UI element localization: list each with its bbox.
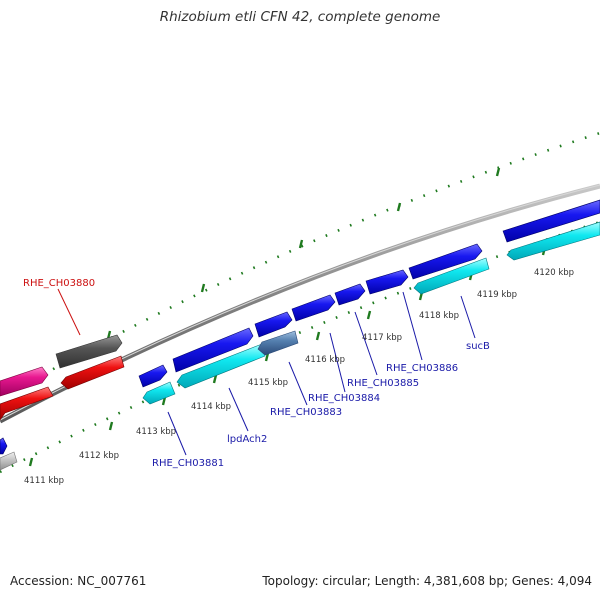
- gene-magenta[interactable]: [0, 366, 49, 397]
- gene-label[interactable]: RHE_CH03885: [347, 378, 419, 389]
- accession-label: Accession: NC_007761: [10, 574, 147, 588]
- kbp-label: 4118 kbp: [419, 311, 459, 321]
- genome-title: Rhizobium etli CFN 42, complete genome: [159, 9, 441, 25]
- gene-label[interactable]: lpdAch2: [227, 434, 267, 445]
- gene-label[interactable]: RHE_CH03883: [270, 407, 342, 418]
- gene-red-RHE_CH03880[interactable]: [60, 355, 125, 390]
- gene-red-left[interactable]: [0, 386, 54, 421]
- kbp-label: 4115 kbp: [248, 378, 288, 388]
- reverse-genes: [0, 221, 600, 471]
- inner-major-ticks: [28, 246, 547, 467]
- gene-label[interactable]: RHE_CH03880: [23, 278, 95, 289]
- gene-forward-8[interactable]: [502, 199, 600, 243]
- kbp-label: 4114 kbp: [191, 402, 231, 412]
- gene-label[interactable]: sucB: [466, 341, 490, 352]
- gene-dark-RHE_CH03880[interactable]: [55, 334, 123, 369]
- gene-forward-partial[interactable]: [0, 437, 8, 455]
- gene-labels: RHE_CH03880 RHE_CH03881 lpdAch2 RHE_CH03…: [23, 278, 490, 469]
- gene-reverse-3[interactable]: [413, 257, 490, 295]
- inner-tick-track: [0, 220, 600, 474]
- gene-reverse-4[interactable]: [506, 221, 600, 261]
- kbp-label: 4119 kbp: [477, 290, 517, 300]
- gene-reverse-1[interactable]: [142, 381, 176, 405]
- gene-forward-2[interactable]: [172, 327, 254, 373]
- gene-label[interactable]: RHE_CH03886: [386, 363, 458, 374]
- kbp-labels: 4111 kbp 4112 kbp 4113 kbp 4114 kbp 4115…: [24, 268, 574, 486]
- gene-label[interactable]: RHE_CH03881: [152, 458, 224, 469]
- kbp-label: 4117 kbp: [362, 333, 402, 343]
- gene-forward-4[interactable]: [291, 294, 336, 322]
- forward-genes: [0, 199, 600, 455]
- genome-backbone: [0, 183, 600, 424]
- gene-label-connectors: [57, 288, 476, 456]
- gene-forward-5[interactable]: [334, 283, 366, 306]
- gene-forward-3[interactable]: [254, 311, 293, 338]
- gene-reverse-partial[interactable]: [0, 451, 18, 471]
- kbp-label: 4113 kbp: [136, 427, 176, 437]
- gene-reverse-2[interactable]: [176, 343, 266, 389]
- gene-forward-1[interactable]: [138, 364, 168, 388]
- outer-major-ticks: [106, 167, 501, 340]
- highlighted-genes: [0, 334, 125, 421]
- kbp-label: 4111 kbp: [24, 476, 64, 486]
- kbp-label: 4112 kbp: [79, 451, 119, 461]
- gene-reverse-selected[interactable]: [257, 330, 299, 356]
- kbp-label: 4120 kbp: [534, 268, 574, 278]
- gene-forward-6[interactable]: [365, 269, 409, 295]
- kbp-label: 4116 kbp: [305, 355, 345, 365]
- gene-forward-7[interactable]: [408, 243, 483, 280]
- gene-label[interactable]: RHE_CH03884: [308, 393, 380, 404]
- genome-summary: Topology: circular; Length: 4,381,608 bp…: [262, 574, 592, 588]
